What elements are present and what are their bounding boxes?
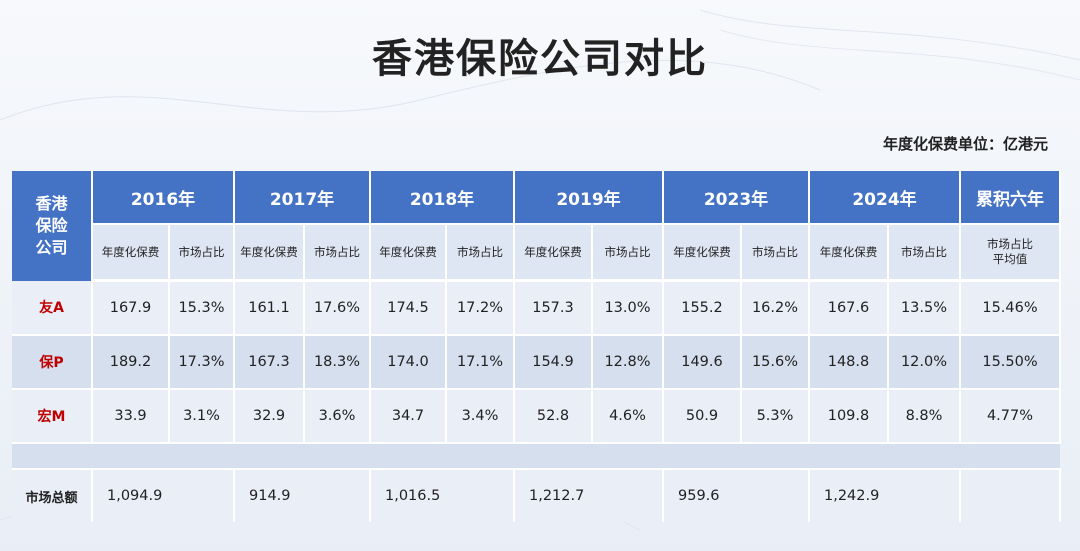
sub-header-share: 市场占比 bbox=[446, 224, 515, 282]
sub-header-share: 市场占比 bbox=[888, 224, 961, 282]
total-label: 市场总额 bbox=[12, 469, 93, 522]
premium-cell: 167.9 bbox=[92, 280, 170, 336]
table-row: 保P 189.2 17.3% 167.3 18.3% 174.0 17.1% 1… bbox=[12, 335, 1061, 390]
share-cell: 13.5% bbox=[888, 280, 961, 336]
header-row-sub: 年度化保费 市场占比 年度化保费 市场占比 年度化保费 市场占比 年度化保费 市… bbox=[12, 224, 1061, 282]
unit-note: 年度化保费单位：亿港元 bbox=[882, 135, 1048, 153]
share-cell: 13.0% bbox=[592, 280, 664, 336]
year-header: 2017年 bbox=[234, 171, 371, 225]
share-cell: 12.0% bbox=[888, 335, 961, 390]
share-cell: 18.3% bbox=[304, 335, 371, 390]
sub-header-share: 市场占比 bbox=[304, 224, 371, 282]
total-empty-cell bbox=[960, 469, 1061, 522]
premium-cell: 148.8 bbox=[809, 335, 889, 390]
table-row: 友A 167.9 15.3% 161.1 17.6% 174.5 17.2% 1… bbox=[12, 280, 1061, 336]
premium-cell: 149.6 bbox=[663, 335, 742, 390]
year-header: 2024年 bbox=[809, 171, 961, 225]
total-value: 1,094.9 bbox=[92, 469, 235, 522]
sub-header-premium: 年度化保费 bbox=[514, 224, 593, 282]
company-label: 友A bbox=[12, 280, 93, 336]
header-row-years: 香港 保险 公司 2016年 2017年 2018年 2019年 2023年 202… bbox=[12, 171, 1061, 281]
cumulative-header: 累积六年 bbox=[960, 171, 1061, 225]
premium-cell: 52.8 bbox=[514, 389, 593, 444]
premium-cell: 155.2 bbox=[663, 280, 742, 336]
year-header: 2018年 bbox=[370, 171, 515, 225]
share-cell: 17.6% bbox=[304, 280, 371, 336]
premium-cell: 33.9 bbox=[92, 389, 170, 444]
share-cell: 3.6% bbox=[304, 389, 371, 444]
share-cell: 15.3% bbox=[169, 280, 235, 336]
comparison-table: 香港 保险 公司 2016年 2017年 2018年 2019年 2023年 202… bbox=[12, 171, 1061, 522]
share-cell: 8.8% bbox=[888, 389, 961, 444]
premium-cell: 154.9 bbox=[514, 335, 593, 390]
share-cell: 16.2% bbox=[741, 280, 810, 336]
premium-cell: 34.7 bbox=[370, 389, 447, 444]
sub-header-share: 市场占比 bbox=[169, 224, 235, 282]
sub-header-share: 市场占比 bbox=[741, 224, 810, 282]
corner-label-cell: 香港 保险 公司 bbox=[12, 171, 93, 281]
total-value: 914.9 bbox=[234, 469, 371, 522]
avg-share-cell: 4.77% bbox=[960, 389, 1061, 444]
share-cell: 3.4% bbox=[446, 389, 515, 444]
premium-cell: 174.0 bbox=[370, 335, 447, 390]
share-cell: 5.3% bbox=[741, 389, 810, 444]
share-cell: 4.6% bbox=[592, 389, 664, 444]
premium-cell: 50.9 bbox=[663, 389, 742, 444]
share-cell: 17.2% bbox=[446, 280, 515, 336]
sub-header-premium: 年度化保费 bbox=[234, 224, 305, 282]
total-value: 1,016.5 bbox=[370, 469, 515, 522]
avg-share-cell: 15.50% bbox=[960, 335, 1061, 390]
year-header: 2016年 bbox=[92, 171, 235, 225]
sub-header-avg-line1: 市场占比 bbox=[987, 237, 1033, 251]
premium-cell: 161.1 bbox=[234, 280, 305, 336]
avg-share-cell: 15.46% bbox=[960, 280, 1061, 336]
share-cell: 15.6% bbox=[741, 335, 810, 390]
year-header: 2019年 bbox=[514, 171, 664, 225]
sub-header-avg-share: 市场占比 平均值 bbox=[960, 224, 1061, 282]
share-cell: 17.3% bbox=[169, 335, 235, 390]
premium-cell: 174.5 bbox=[370, 280, 447, 336]
share-cell: 12.8% bbox=[592, 335, 664, 390]
sub-header-premium: 年度化保费 bbox=[663, 224, 742, 282]
page-title: 香港保险公司对比 bbox=[372, 36, 708, 82]
sub-header-premium: 年度化保费 bbox=[809, 224, 889, 282]
premium-cell: 189.2 bbox=[92, 335, 170, 390]
sub-header-premium: 年度化保费 bbox=[370, 224, 447, 282]
sub-header-avg-line2: 平均值 bbox=[992, 252, 1028, 266]
corner-label: 香港 保险 公司 bbox=[35, 193, 68, 257]
total-value: 959.6 bbox=[663, 469, 810, 522]
sub-header-share: 市场占比 bbox=[592, 224, 664, 282]
premium-cell: 167.3 bbox=[234, 335, 305, 390]
company-label: 保P bbox=[12, 335, 93, 390]
premium-cell: 167.6 bbox=[809, 280, 889, 336]
year-header: 2023年 bbox=[663, 171, 810, 225]
total-value: 1,212.7 bbox=[514, 469, 664, 522]
share-cell: 3.1% bbox=[169, 389, 235, 444]
spacer-cell bbox=[12, 443, 1060, 470]
share-cell: 17.1% bbox=[446, 335, 515, 390]
spacer-row bbox=[12, 443, 1060, 470]
table-row: 宏M 33.9 3.1% 32.9 3.6% 34.7 3.4% 52.8 4.… bbox=[12, 389, 1061, 444]
company-label: 宏M bbox=[12, 389, 93, 444]
total-value: 1,242.9 bbox=[809, 469, 961, 522]
total-row: 市场总额 1,094.9 914.9 1,016.5 1,212.7 959.6… bbox=[12, 469, 1061, 522]
premium-cell: 32.9 bbox=[234, 389, 305, 444]
premium-cell: 109.8 bbox=[809, 389, 889, 444]
sub-header-premium: 年度化保费 bbox=[92, 224, 170, 282]
premium-cell: 157.3 bbox=[514, 280, 593, 336]
